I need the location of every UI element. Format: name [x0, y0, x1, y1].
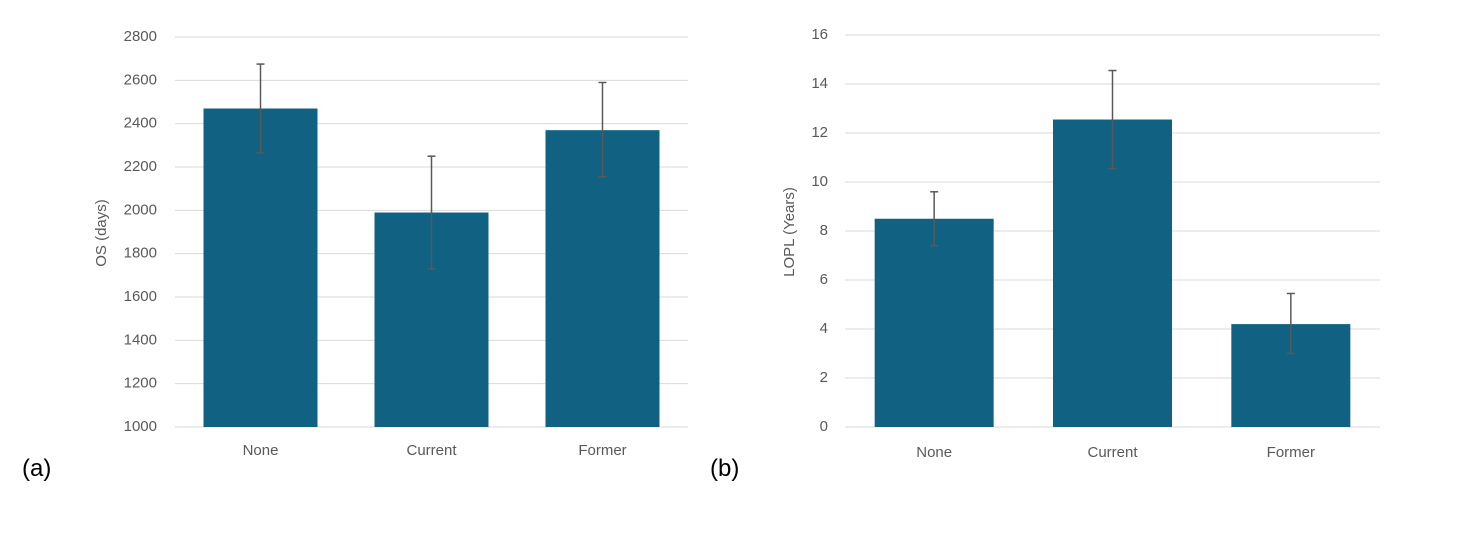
y-tick-label: 10 — [811, 173, 828, 190]
x-tick-labels-b: None Current Former — [916, 444, 1315, 461]
y-tick-label: 14 — [811, 75, 828, 92]
y-tick-label: 16 — [811, 26, 828, 43]
error-bars-a — [256, 63, 607, 270]
chart-panel-a: 1000 1200 1400 1600 1800 2000 2200 2400 2600 2800… — [22, 28, 688, 482]
x-tick-label: None — [243, 442, 279, 459]
x-tick-label: Current — [1087, 444, 1138, 461]
y-tick-label: 1400 — [124, 331, 157, 348]
y-tick-label: 2600 — [124, 71, 157, 88]
y-tick-labels-b: 0 2 4 6 8 10 12 14 16 — [811, 26, 828, 435]
y-tick-label: 2400 — [124, 115, 157, 132]
y-tick-label: 2000 — [124, 201, 157, 218]
x-tick-label: Former — [1267, 444, 1315, 461]
panel-label-a: (a) — [22, 455, 51, 482]
bar-former — [545, 130, 660, 427]
x-tick-label: Current — [406, 442, 457, 459]
y-tick-labels-a: 1000 1200 1400 1600 1800 2000 2200 2400 2600 2800 — [124, 28, 157, 435]
y-tick-label: 2200 — [124, 158, 157, 175]
x-tick-label: None — [916, 444, 952, 461]
y-axis-title-a: OS (days) — [93, 199, 110, 267]
bar-none — [203, 108, 318, 427]
y-tick-label: 0 — [820, 418, 828, 435]
y-tick-label: 1200 — [124, 375, 157, 392]
bars-a — [203, 108, 660, 427]
x-tick-labels-a: None Current Former — [243, 442, 627, 459]
y-tick-label: 6 — [820, 271, 828, 288]
y-tick-label: 4 — [820, 320, 828, 337]
y-tick-label: 12 — [811, 124, 828, 141]
bar-current — [1053, 119, 1172, 428]
y-tick-label: 2800 — [124, 28, 157, 45]
y-tick-label: 8 — [820, 222, 828, 239]
y-tick-label: 1800 — [124, 245, 157, 262]
panel-label-b: (b) — [710, 455, 739, 482]
x-tick-label: Former — [578, 442, 626, 459]
error-bars-b — [930, 69, 1295, 355]
bars-b — [874, 119, 1351, 428]
bar-none — [874, 218, 994, 427]
y-tick-label: 1000 — [124, 418, 157, 435]
y-axis-title-b: LOPL (Years) — [781, 187, 798, 277]
y-tick-label: 2 — [820, 369, 828, 386]
y-tick-label: 1600 — [124, 288, 157, 305]
chart-panel-b: 0 2 4 6 8 10 12 14 16 None Current Former LOPL (Ye… — [710, 26, 1380, 482]
